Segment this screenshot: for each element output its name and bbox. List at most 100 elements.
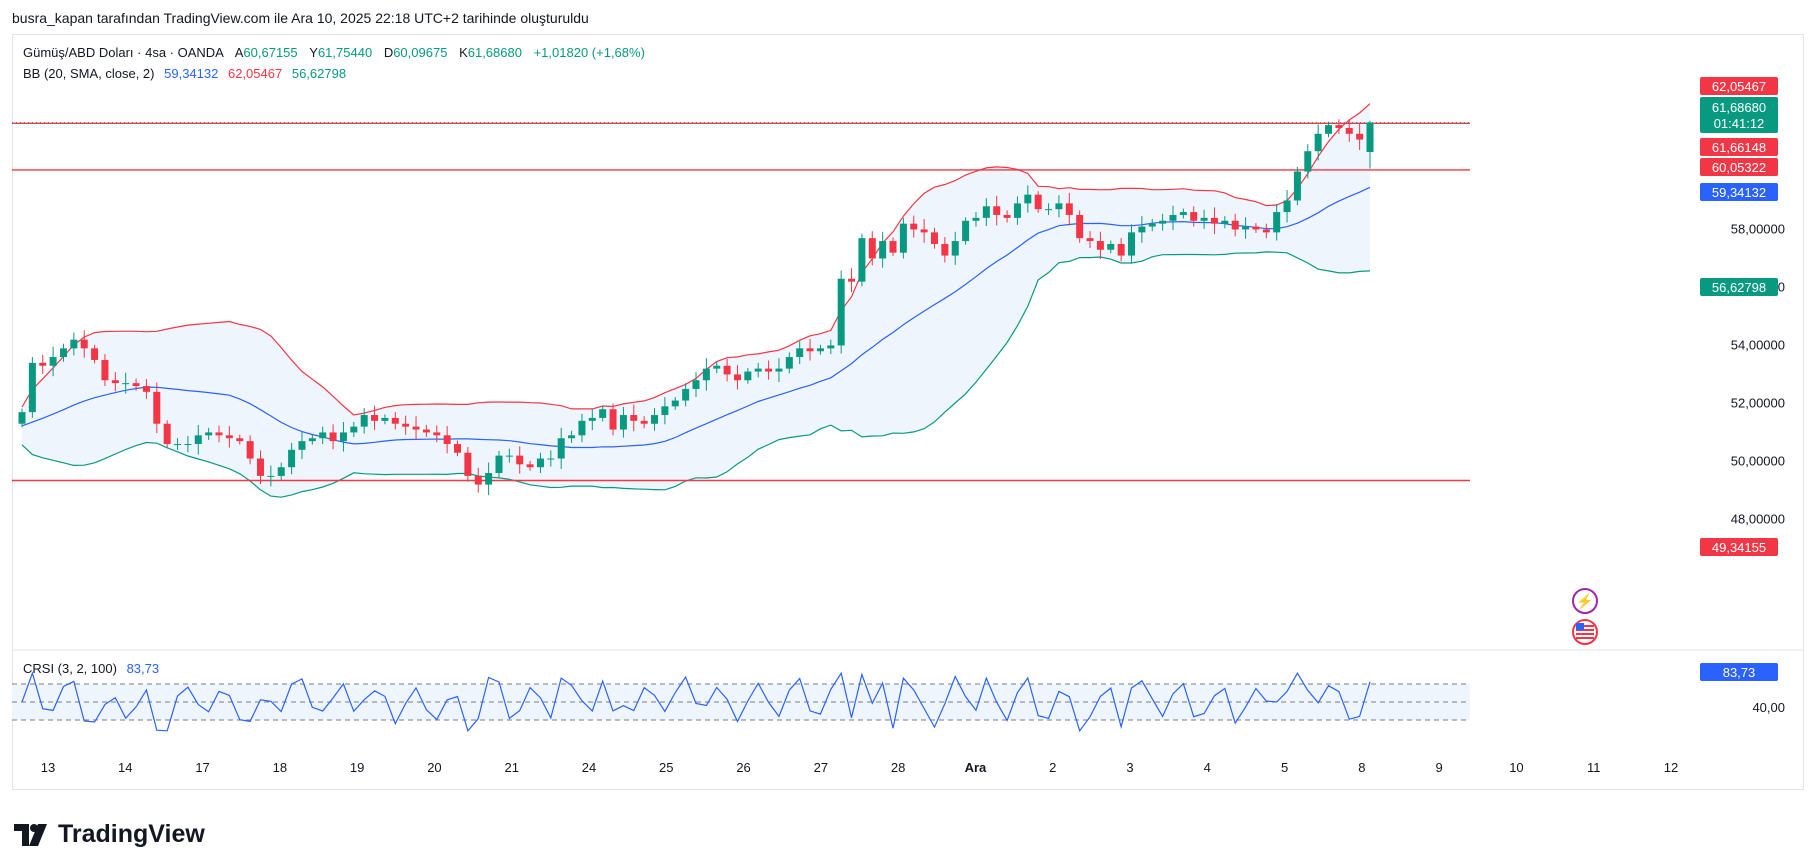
candle-body: [920, 229, 928, 233]
chart-frame: [12, 34, 1804, 790]
candle: [910, 215, 918, 238]
level-2-tag-bg: [1700, 158, 1778, 176]
candle-body: [454, 444, 462, 453]
candle-body: [371, 415, 379, 421]
candle: [122, 372, 130, 394]
candle: [485, 462, 493, 496]
x-tick-label: 12: [1664, 760, 1678, 775]
candle-body: [557, 438, 565, 459]
candle-body: [733, 374, 741, 381]
candle-body: [215, 432, 223, 436]
candle: [59, 343, 67, 362]
candle: [49, 346, 57, 377]
x-tick-label: 26: [736, 760, 750, 775]
candle-body: [505, 455, 513, 457]
open-value: 60,67155: [243, 45, 298, 60]
candle: [422, 424, 430, 438]
x-tick-label: 20: [427, 760, 441, 775]
candle: [80, 330, 88, 358]
crsi-label[interactable]: CRSI (3, 2, 100): [23, 661, 117, 676]
horizontal-levels-layer: [12, 122, 1470, 482]
candle-body: [578, 420, 586, 436]
candle-body: [412, 426, 420, 430]
y-tick-label: 50,00000: [1731, 453, 1785, 468]
candle: [733, 365, 741, 390]
candle: [568, 430, 576, 443]
tradingview-logo[interactable]: TradingView: [14, 820, 205, 849]
candle: [505, 448, 513, 463]
candle: [993, 195, 1001, 226]
candle: [785, 352, 793, 374]
candle: [132, 378, 140, 391]
candle: [671, 397, 679, 410]
candle-body: [1252, 226, 1260, 230]
candle-body: [1356, 133, 1364, 140]
candle-body: [1210, 217, 1218, 224]
candle: [1356, 123, 1364, 151]
candle-body: [930, 232, 938, 244]
candle: [1159, 213, 1167, 231]
earnings-event-icon: [1572, 588, 1598, 614]
x-tick-label: 13: [41, 760, 55, 775]
candle-body: [1366, 122, 1374, 153]
candle: [1179, 208, 1187, 219]
bollinger-band-layer: [21, 103, 1371, 498]
candle: [1024, 185, 1032, 213]
flag-canton: [1576, 623, 1584, 630]
candle: [599, 405, 607, 422]
candle: [288, 442, 296, 475]
candle-body: [993, 206, 1001, 215]
candle-body: [1096, 241, 1104, 250]
bb-lower-line: [21, 251, 1371, 498]
symbol-label[interactable]: Gümüş/ABD Doları · 4sa · OANDA: [23, 45, 224, 60]
bb-label[interactable]: BB (20, SMA, close, 2): [23, 66, 155, 81]
candle: [1210, 207, 1218, 235]
candle: [267, 465, 275, 487]
candle-body: [1304, 151, 1312, 172]
candle: [256, 450, 264, 485]
crsi-line: [21, 671, 1371, 733]
candle-body: [350, 426, 358, 433]
candle: [443, 426, 451, 454]
candle-body: [1221, 220, 1229, 224]
bb-upper-value: 62,05467: [227, 66, 283, 81]
x-tick-label: 21: [504, 760, 518, 775]
candle: [526, 460, 534, 471]
candle-body: [381, 417, 389, 421]
candle: [1190, 206, 1198, 227]
candle-body: [1117, 243, 1125, 256]
candle-body: [630, 415, 638, 421]
candle: [1366, 120, 1374, 169]
candle-body: [848, 278, 856, 282]
candle-body: [174, 444, 182, 446]
candle: [578, 413, 586, 443]
candle: [1200, 209, 1208, 229]
candle-body: [1179, 212, 1187, 215]
candle: [474, 467, 482, 493]
candle: [609, 403, 617, 436]
lightning-icon: ⚡: [1576, 593, 1593, 610]
y-tick-label: 54,00000: [1731, 337, 1785, 352]
candle-body: [1325, 125, 1333, 134]
candle-body: [816, 348, 824, 352]
candles-layer: [18, 119, 1374, 496]
candle-body: [941, 243, 949, 256]
candle: [319, 426, 327, 445]
candle: [360, 408, 368, 434]
low-label: D: [383, 45, 394, 60]
candle-body: [1231, 220, 1239, 230]
bb-upper-tag: 62,05467: [1700, 77, 1778, 95]
candle: [1117, 238, 1125, 262]
candle-body: [754, 368, 762, 372]
events-group: ⚡: [1572, 588, 1598, 645]
candle-body: [246, 441, 254, 459]
candle: [163, 420, 171, 448]
ohlc-legend: Gümüş/ABD Doları · 4sa · OANDA A60,67155…: [23, 45, 645, 60]
candle: [1283, 190, 1291, 223]
candle: [184, 435, 192, 453]
candle-body: [775, 368, 783, 372]
candle-body: [599, 409, 607, 418]
candle: [651, 408, 659, 431]
candle: [889, 237, 897, 257]
